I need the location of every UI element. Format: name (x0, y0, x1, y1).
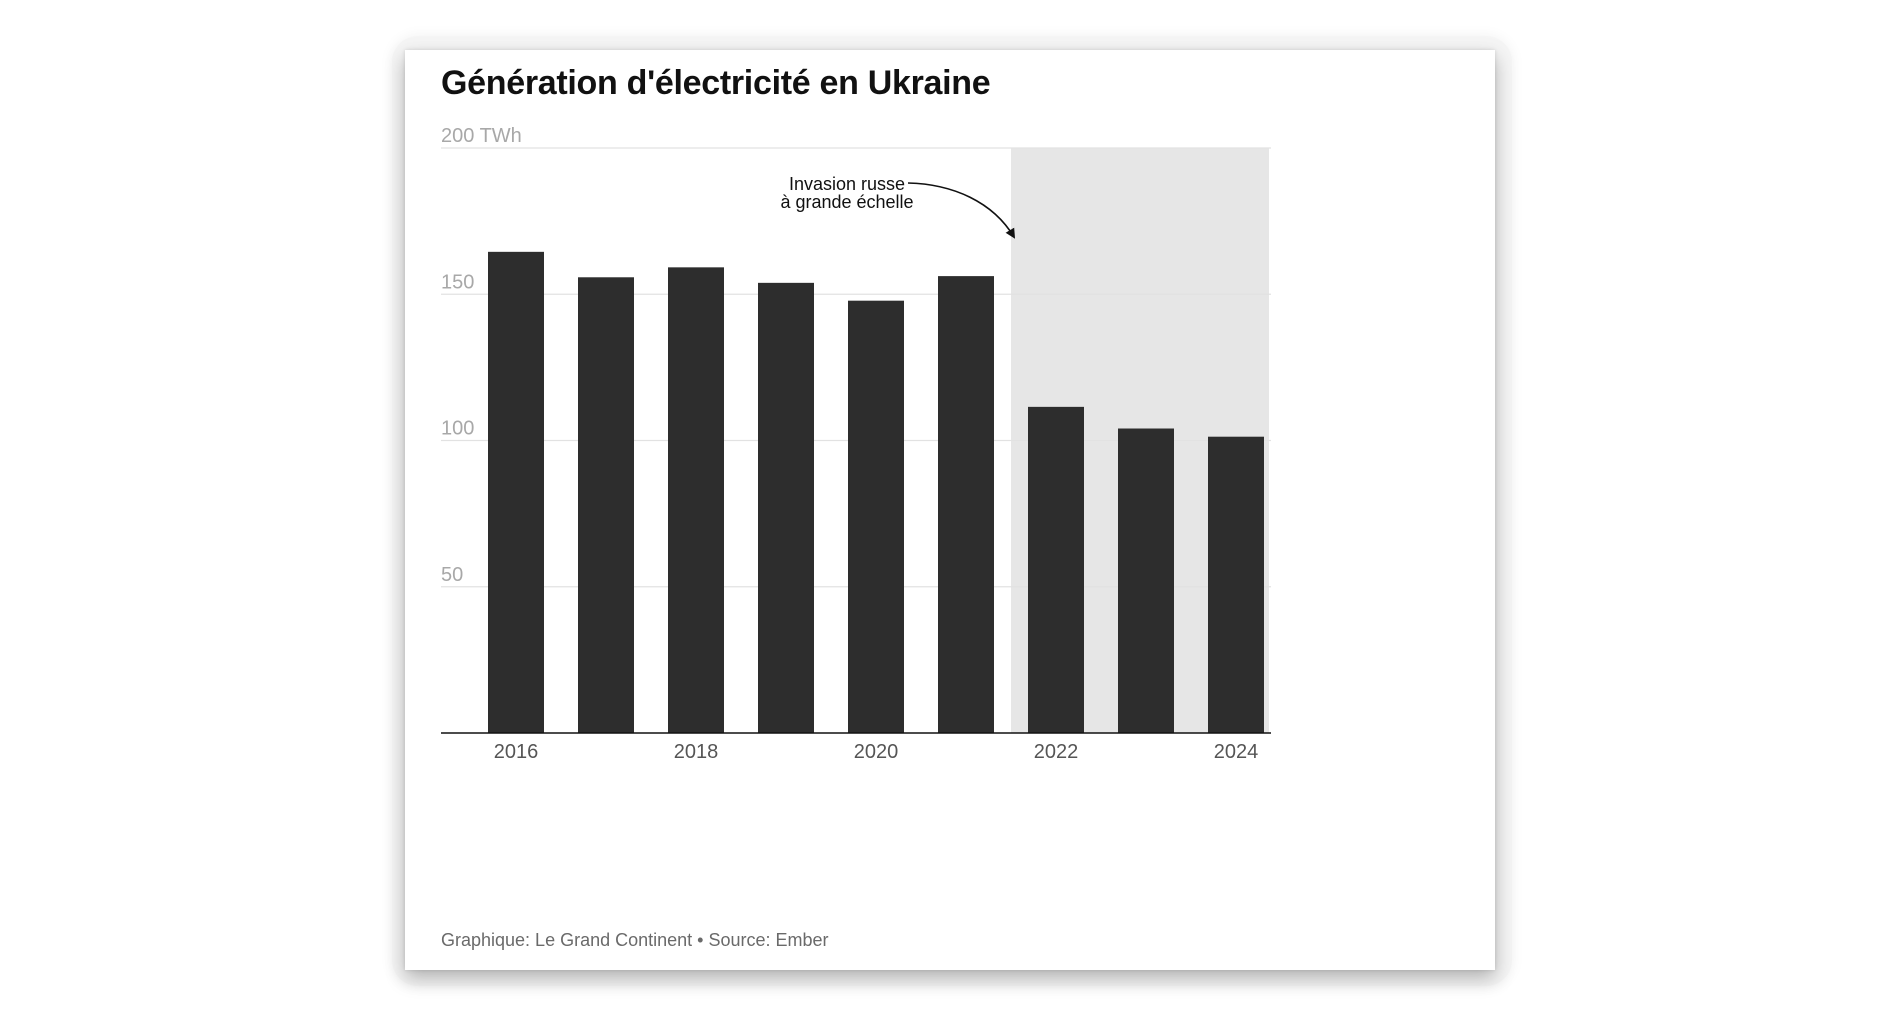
x-tick-label: 2024 (1214, 741, 1259, 763)
annotation-arrow (907, 182, 1016, 239)
y-tick-label: 150 (441, 271, 474, 293)
x-tick-label: 2020 (854, 741, 899, 763)
bar-2022 (1028, 406, 1084, 733)
y-tick-label: 50 (441, 564, 463, 586)
bar-2024 (1208, 436, 1264, 733)
bar-2018 (668, 267, 724, 733)
bar-2020 (848, 300, 904, 733)
x-tick-label: 2022 (1034, 741, 1079, 763)
x-tick-label: 2016 (494, 741, 539, 763)
annotation-line: à grande échelle (780, 192, 913, 212)
x-tick-label: 2018 (674, 741, 719, 763)
bar-chart: 50 100 150 200 TWh 2016 2018 2020 2022 2024 Inv… (441, 125, 1271, 763)
annotation-line: Invasion russe (789, 174, 905, 194)
bar-2017 (578, 277, 634, 733)
bar-2021 (938, 276, 994, 733)
bar-2023 (1118, 428, 1174, 733)
chart-title: Génération d'électricité en Ukraine (441, 64, 991, 102)
y-tick-label: 200 TWh (441, 125, 522, 147)
y-tick-label: 100 (441, 418, 474, 440)
chart-card: 50 100 150 200 TWh 2016 2018 2020 2022 2024 Inv… (405, 50, 1495, 970)
chart-source-note: Graphique: Le Grand Continent • Source: … (441, 930, 829, 950)
bar-2019 (758, 282, 814, 733)
bar-2016 (488, 251, 544, 733)
